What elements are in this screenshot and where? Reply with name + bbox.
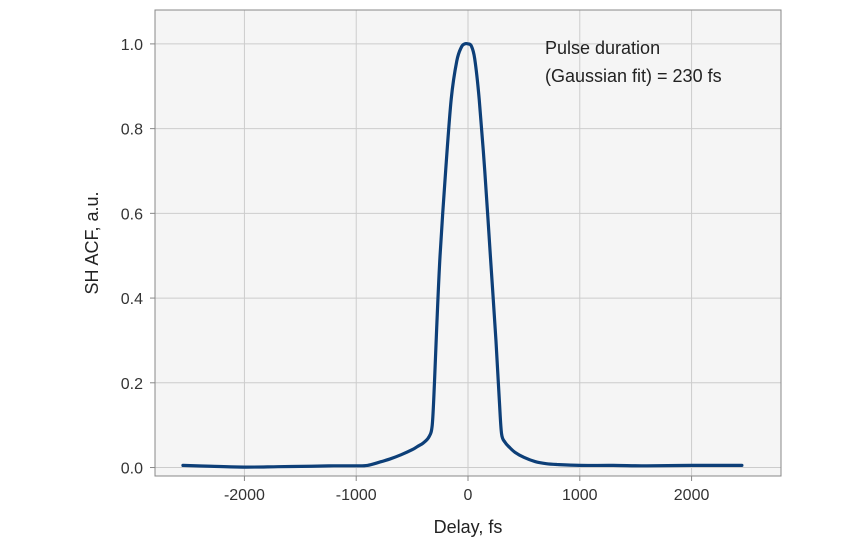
y-tick-label: 0.6 — [121, 206, 143, 223]
x-tick-label: 1000 — [562, 487, 598, 504]
x-tick-label: -1000 — [336, 487, 377, 504]
x-tick-label: 2000 — [674, 487, 710, 504]
x-tick-label: -2000 — [224, 487, 265, 504]
annotation-line: Pulse duration — [545, 38, 660, 58]
series-line — [181, 41, 744, 469]
y-tick-label: 1.0 — [121, 37, 143, 54]
y-tick-label: 0.2 — [121, 376, 143, 393]
y-tick-label: 0.4 — [121, 291, 143, 308]
plot-frame — [154, 9, 782, 477]
x-tick-label: 0 — [464, 487, 473, 504]
y-tick-label: 0.8 — [121, 122, 143, 139]
y-tick-label: 0.0 — [121, 461, 143, 478]
annotation-line: (Gaussian fit) = 230 fs — [545, 66, 722, 86]
annotation: Pulse duration (Gaussian fit) = 230 fs — [545, 38, 722, 86]
x-axis-label: Delay, fs — [434, 517, 503, 537]
axis-ticks: -2000 -1000 0 1000 2000 0.0 0.2 0.4 0.6 0.8 1.0 — [121, 37, 710, 504]
y-axis-label: SH ACF, a.u. — [82, 191, 102, 294]
